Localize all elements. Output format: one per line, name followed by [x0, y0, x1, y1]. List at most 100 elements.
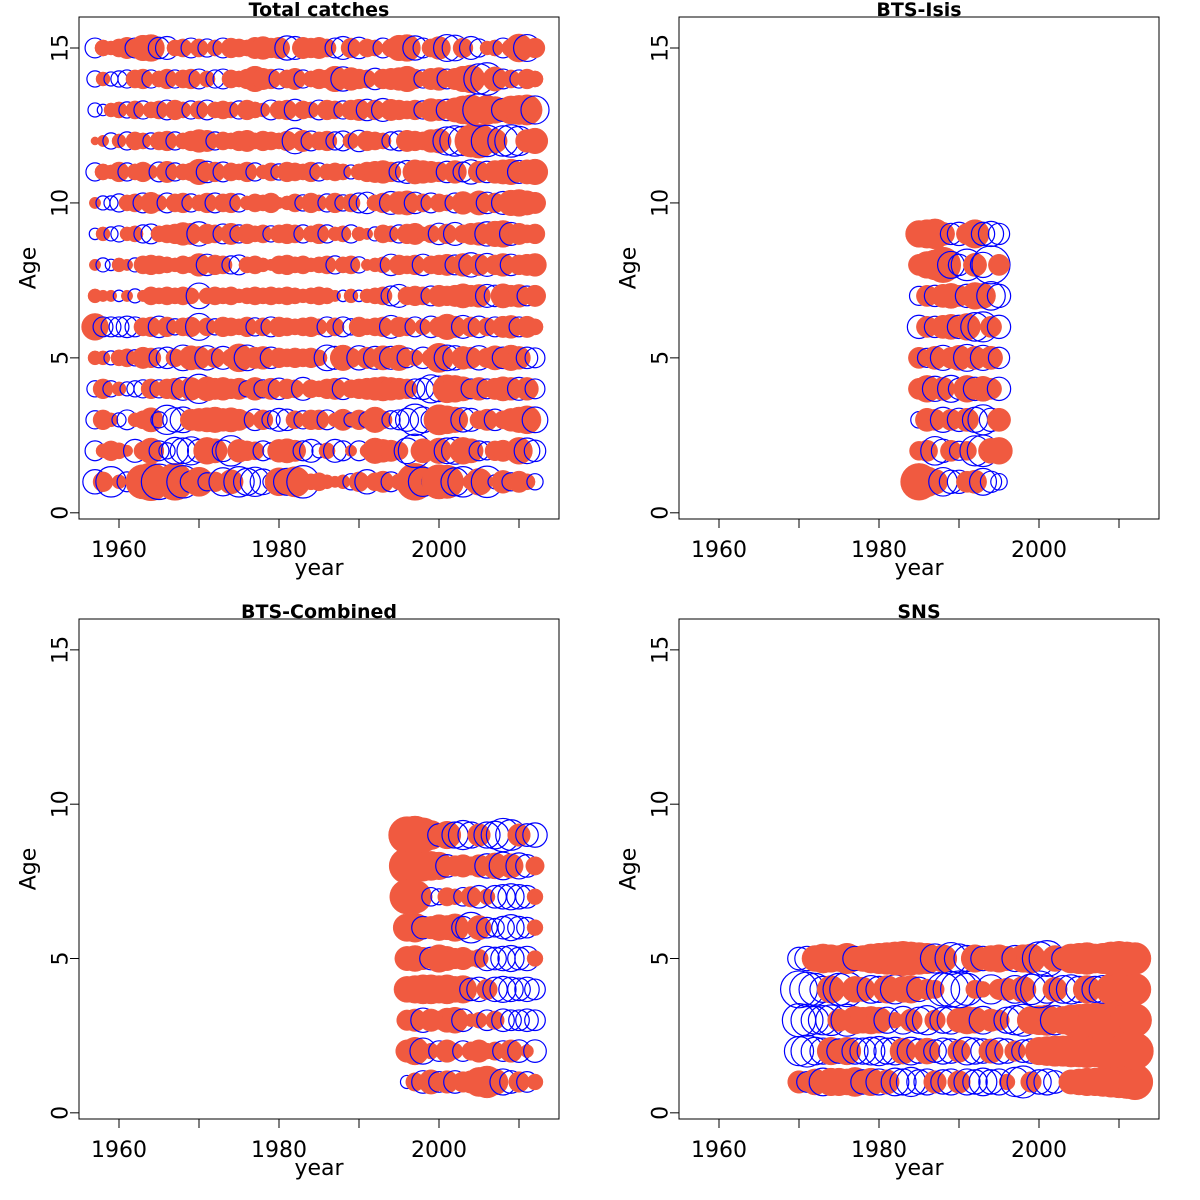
positive-residual-bubble — [174, 101, 192, 119]
positive-residual-bubble — [913, 1037, 941, 1065]
bubble-layer — [900, 218, 1013, 501]
positive-residual-bubble — [485, 1010, 505, 1030]
negative-residual-bubble — [404, 378, 426, 400]
negative-residual-bubble — [95, 257, 111, 273]
negative-residual-bubble — [381, 410, 401, 430]
positive-residual-bubble — [310, 194, 328, 212]
positive-residual-bubble — [308, 223, 330, 245]
positive-residual-bubble — [526, 919, 544, 936]
negative-residual-bubble — [148, 440, 170, 462]
negative-residual-bubble — [524, 978, 546, 1001]
negative-residual-bubble — [485, 917, 505, 938]
positive-residual-bubble — [341, 193, 361, 213]
negative-residual-bubble — [87, 102, 103, 118]
positive-residual-bubble — [218, 469, 244, 495]
negative-residual-bubble — [856, 1036, 886, 1066]
negative-residual-bubble — [108, 316, 130, 338]
positive-residual-bubble — [526, 70, 544, 88]
negative-residual-bubble — [111, 412, 127, 428]
negative-residual-bubble — [394, 407, 420, 432]
negative-residual-bubble — [962, 1069, 988, 1095]
negative-residual-bubble — [968, 467, 998, 496]
positive-residual-bubble — [520, 1044, 534, 1058]
x-tick-label: 1960 — [91, 538, 147, 563]
bubble-layer — [779, 940, 1154, 1101]
positive-residual-bubble — [132, 68, 154, 90]
positive-residual-bubble — [238, 411, 256, 429]
x-tick-label: 1960 — [91, 1138, 147, 1163]
negative-residual-bubble — [497, 944, 525, 973]
positive-residual-bubble — [374, 132, 392, 150]
negative-residual-bubble — [526, 473, 544, 491]
positive-residual-bubble — [526, 1073, 544, 1091]
positive-residual-bubble — [521, 127, 549, 155]
negative-residual-bubble — [515, 823, 539, 847]
positive-residual-bubble — [316, 130, 338, 152]
positive-residual-bubble — [156, 130, 178, 152]
positive-residual-bubble — [923, 1070, 947, 1094]
negative-residual-bubble — [498, 976, 524, 1003]
negative-residual-bubble — [126, 380, 144, 398]
negative-residual-bubble — [491, 1008, 515, 1033]
negative-residual-bubble — [100, 316, 122, 338]
positive-residual-bubble — [1118, 1003, 1152, 1038]
positive-residual-bubble — [236, 161, 258, 183]
plot-frame — [78, 16, 560, 520]
negative-residual-bubble — [491, 915, 515, 940]
positive-residual-bubble — [95, 350, 111, 366]
positive-residual-bubble — [285, 224, 305, 244]
positive-residual-bubble — [308, 409, 330, 431]
negative-residual-bubble — [160, 436, 190, 465]
positive-residual-bubble — [443, 160, 467, 184]
positive-residual-bubble — [466, 915, 492, 941]
positive-residual-bubble — [955, 407, 979, 432]
positive-residual-bubble — [524, 191, 546, 214]
negative-residual-bubble — [977, 220, 1005, 248]
positive-residual-bubble — [985, 437, 1013, 465]
positive-residual-bubble — [515, 377, 539, 401]
positive-residual-bubble — [334, 163, 352, 181]
positive-residual-bubble — [524, 284, 546, 307]
positive-residual-bubble — [979, 345, 1003, 370]
positive-residual-bubble — [81, 313, 109, 341]
panel-title: BTS-Isis — [876, 0, 961, 21]
negative-residual-bubble — [524, 378, 546, 400]
positive-residual-bubble — [140, 347, 162, 369]
negative-residual-bubble — [110, 70, 128, 88]
positive-residual-bubble — [372, 470, 394, 493]
x-tick-label: 1980 — [851, 1138, 907, 1163]
y-tick-label: 5 — [649, 952, 674, 966]
positive-residual-bubble — [95, 71, 111, 87]
negative-residual-bubble — [150, 411, 168, 429]
positive-residual-bubble — [1118, 942, 1152, 975]
positive-residual-bubble — [172, 192, 194, 214]
positive-residual-bubble — [284, 68, 306, 90]
plot-frame — [78, 618, 560, 1120]
negative-residual-bubble — [520, 95, 550, 125]
negative-residual-bubble — [979, 470, 1003, 494]
positive-residual-bubble — [511, 94, 543, 126]
positive-residual-bubble — [467, 284, 491, 308]
positive-residual-bubble — [198, 70, 216, 88]
positive-residual-bubble — [928, 944, 958, 973]
y-tick-label: 0 — [49, 506, 74, 520]
negative-residual-bubble — [500, 1009, 522, 1032]
positive-residual-bubble — [1016, 943, 1046, 974]
negative-residual-bubble — [990, 472, 1008, 491]
negative-residual-bubble — [524, 1009, 546, 1032]
positive-residual-bubble — [111, 381, 127, 397]
negative-residual-bubble — [849, 1037, 877, 1065]
positive-residual-bubble — [317, 38, 337, 58]
positive-residual-bubble — [220, 192, 242, 214]
negative-residual-bubble — [474, 945, 500, 972]
positive-residual-bubble — [103, 412, 119, 428]
negative-residual-bubble — [986, 376, 1012, 402]
negative-residual-bubble — [497, 883, 525, 911]
positive-residual-bubble — [963, 469, 987, 494]
positive-residual-bubble — [988, 254, 1010, 276]
negative-residual-bubble — [970, 221, 996, 247]
positive-residual-bubble — [507, 346, 531, 370]
positive-residual-bubble — [300, 161, 322, 183]
positive-residual-bubble — [458, 438, 484, 464]
positive-residual-bubble — [832, 1037, 862, 1066]
